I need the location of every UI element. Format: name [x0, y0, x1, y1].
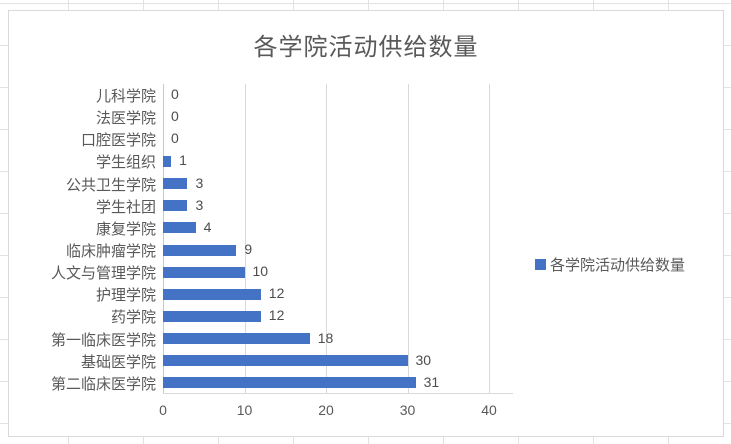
data-label: 1	[179, 152, 187, 169]
bar[interactable]	[163, 266, 245, 278]
legend-label: 各学院活动供给数量	[550, 257, 686, 274]
category-axis-tick-label: 康复学院	[95, 220, 156, 238]
category-axis-tick-label: 公共卫生学院	[65, 176, 156, 194]
bar[interactable]	[163, 178, 188, 190]
value-axis-tick-label: 0	[159, 402, 167, 418]
bar[interactable]	[163, 288, 261, 300]
data-label: 12	[268, 285, 285, 302]
value-axis-tick-label: 30	[399, 402, 416, 418]
plot-area[interactable]: 0 0 0 1 3 3 4 9 10 12 12 18 30 31	[163, 84, 513, 394]
bar[interactable]	[163, 244, 237, 256]
data-label: 31	[423, 373, 440, 390]
data-label: 12	[268, 307, 285, 324]
data-label: 10	[252, 263, 269, 280]
category-axis-tick-label: 学生社团	[95, 198, 156, 216]
category-axis-tick-label: 第一临床医学院	[50, 331, 156, 349]
category-axis-tick-label: 学生组织	[95, 154, 156, 172]
data-label: 0	[171, 86, 179, 103]
gridline	[244, 84, 246, 393]
gridline	[489, 84, 490, 393]
gridline	[407, 84, 409, 393]
data-label: 0	[171, 108, 179, 125]
legend[interactable]: 各学院活动供给数量	[535, 254, 685, 275]
category-axis: 儿科学院法医学院口腔医学院学生组织公共卫生学院学生社团康复学院临床肿瘤学院人文与…	[9, 84, 156, 394]
category-axis-tick-label: 药学院	[110, 309, 156, 327]
category-axis-tick-label: 临床肿瘤学院	[65, 243, 156, 261]
bar[interactable]	[163, 310, 261, 322]
gridline	[326, 84, 327, 393]
value-axis-tick-label: 40	[481, 402, 497, 418]
category-axis-tick-label: 法医学院	[95, 110, 156, 128]
bar[interactable]	[163, 333, 310, 345]
category-axis-tick-label: 基础医学院	[80, 353, 156, 371]
category-axis-line	[163, 84, 164, 393]
bar[interactable]	[163, 377, 416, 389]
value-axis: 0 10 20 30 40	[159, 402, 513, 424]
category-axis-tick-label: 儿科学院	[95, 88, 156, 106]
bar[interactable]	[163, 222, 196, 234]
data-label: 30	[415, 351, 432, 368]
chart-area[interactable]: 各学院活动供给数量 儿科学院法医学院口腔医学院学生组织公共卫生学院学生社团康复学…	[8, 10, 724, 437]
category-axis-tick-label: 第二临床医学院	[50, 375, 156, 393]
data-label: 3	[195, 196, 204, 213]
data-label: 4	[203, 218, 212, 235]
value-axis-tick-label: 20	[318, 402, 334, 418]
chart-title[interactable]: 各学院活动供给数量	[253, 34, 479, 61]
bar[interactable]	[163, 355, 408, 367]
legend-marker-icon	[535, 259, 546, 270]
bar[interactable]	[163, 155, 172, 167]
category-axis-tick-label: 口腔医学院	[80, 132, 156, 150]
value-axis-tick-label: 10	[236, 402, 253, 418]
data-label: 3	[195, 174, 204, 191]
data-label: 18	[317, 329, 334, 346]
data-label: 9	[244, 241, 253, 258]
data-label: 0	[171, 130, 179, 147]
category-axis-tick-label: 人文与管理学院	[50, 265, 156, 283]
category-axis-tick-label: 护理学院	[95, 287, 156, 305]
bar[interactable]	[163, 200, 188, 212]
